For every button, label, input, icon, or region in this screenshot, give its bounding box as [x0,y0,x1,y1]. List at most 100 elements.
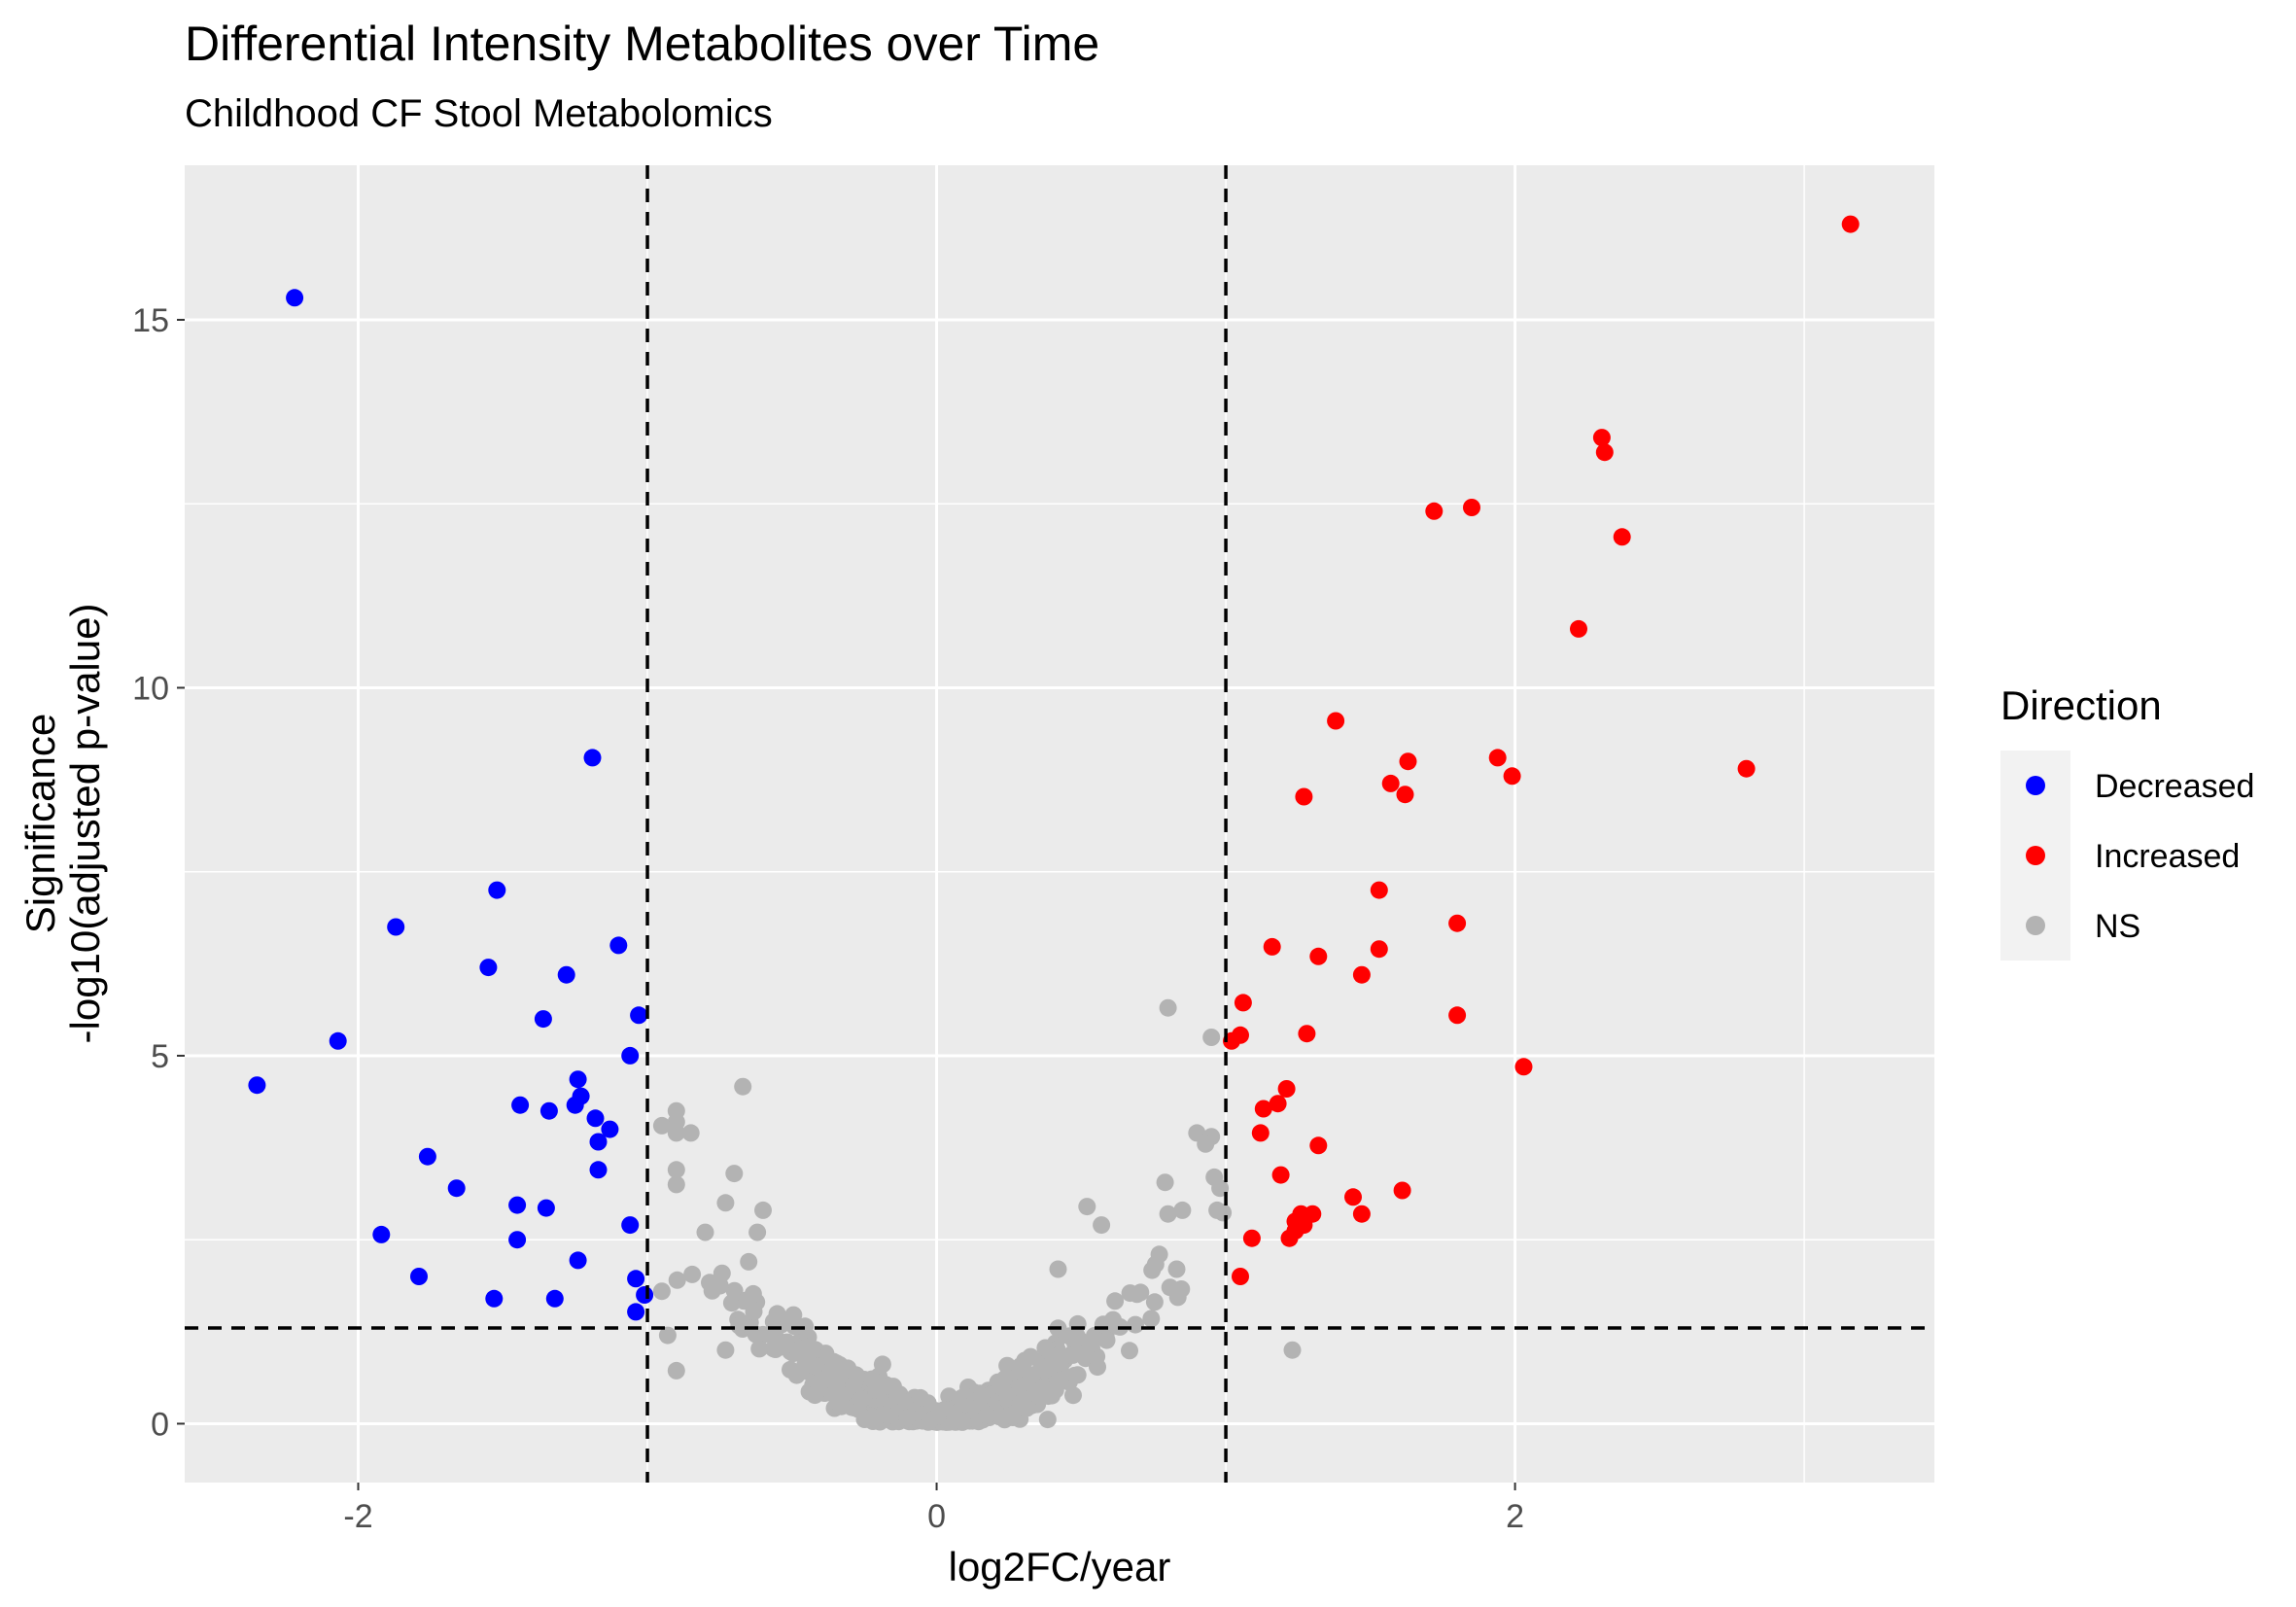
ns-point [803,1341,821,1359]
increased-points [1223,215,1860,1285]
increased-point [1232,1268,1249,1285]
ns-point [1167,1260,1186,1278]
decreased-point [627,1303,645,1321]
ns-point [1106,1292,1125,1310]
decreased-point [589,1161,608,1179]
y-tick-label: 0 [151,1406,169,1443]
ns-point [740,1252,758,1271]
ns-point [1036,1339,1055,1357]
ns-point [1064,1386,1082,1405]
ns-point [1023,1366,1041,1384]
ns-point [711,1276,729,1295]
ns-point [1063,1345,1082,1364]
increased-point [1514,1058,1533,1076]
decreased-point [387,918,405,936]
decreased-point [557,965,575,984]
y-tick-label: 10 [132,670,169,707]
ns-point [898,1409,917,1427]
decreased-point [447,1179,466,1198]
decreased-point [479,959,498,977]
increased-point [1327,712,1345,730]
ns-point [683,1265,702,1283]
ns-point [668,1271,686,1289]
ns-point [1143,1261,1162,1279]
ns-point [1127,1315,1144,1334]
ns-point [886,1407,904,1425]
increased-point [1254,1100,1272,1118]
ns-point [696,1223,714,1241]
ns-point [748,1223,767,1241]
ns-point [911,1388,929,1407]
decreased-point [569,1070,587,1089]
increased-point [1503,767,1521,786]
decreased-points [248,289,654,1321]
ns-point [667,1175,685,1194]
ns-point [1038,1411,1057,1429]
threshold-lines [185,165,1934,1483]
ns-point [920,1413,938,1431]
ns-point [1031,1379,1050,1397]
y-axis-title-line2: -log10(adjusted p-value) [62,604,108,1044]
ns-point [658,1326,677,1345]
ns-point [973,1387,991,1406]
ns-point [667,1124,685,1142]
increased-point [1595,443,1614,462]
ns-point [1051,1371,1069,1389]
increased-point [1277,1080,1296,1098]
y-axis-title-line1: Significance [17,714,63,933]
decreased-point [372,1225,391,1243]
ns-point [1150,1245,1168,1264]
ns-point [1142,1310,1161,1328]
decreased-point [621,1216,640,1235]
decreased-point [511,1096,530,1114]
ns-point [1145,1293,1164,1311]
legend-label-decreased: Decreased [2095,768,2254,805]
ns-point [652,1282,671,1301]
ns-point [1121,1342,1138,1360]
ns-point [789,1342,808,1359]
ns-point [1161,1278,1179,1297]
increased-point [1298,1025,1316,1043]
increased-point [1399,752,1417,771]
ns-point [1049,1260,1067,1278]
ns-point [1068,1366,1087,1384]
legend-swatch-ns [2026,916,2045,935]
decreased-point [583,749,602,767]
ns-point [1283,1341,1302,1359]
ns-point [716,1194,735,1212]
ns-point [978,1406,996,1424]
increased-point [1352,1205,1371,1223]
decreased-point [508,1231,527,1249]
decreased-point [248,1076,266,1095]
ns-point [722,1294,741,1312]
ns-point [1093,1216,1111,1235]
increased-point [1463,499,1480,516]
decreased-point [286,289,304,307]
ns-point [1003,1407,1022,1425]
chart-subtitle: Childhood CF Stool Metabolomics [185,92,773,135]
increased-point [1570,619,1587,638]
decreased-point [589,1133,608,1151]
decreased-point [569,1251,587,1270]
ns-point [867,1380,886,1399]
decreased-point [488,881,506,899]
ns-point [1068,1314,1087,1333]
ns-point [1159,998,1177,1017]
increased-point [1242,1229,1261,1247]
ns-point [716,1341,735,1359]
ns-point [1156,1173,1174,1192]
increased-point [1344,1188,1362,1206]
ns-point [1094,1315,1112,1334]
ns-point [1173,1201,1192,1219]
ns-point [932,1403,951,1421]
ns-point [827,1387,846,1406]
ns-point [830,1356,849,1374]
increased-point [1234,994,1252,1012]
ns-point [667,1361,685,1380]
legend-swatch-increased [2026,846,2045,865]
y-tick-label: 15 [132,302,169,339]
increased-point [1448,914,1467,932]
ns-point [750,1340,769,1358]
x-axis-ticks: -2 0 2 [343,1483,1524,1535]
ns-point [1077,1346,1096,1365]
